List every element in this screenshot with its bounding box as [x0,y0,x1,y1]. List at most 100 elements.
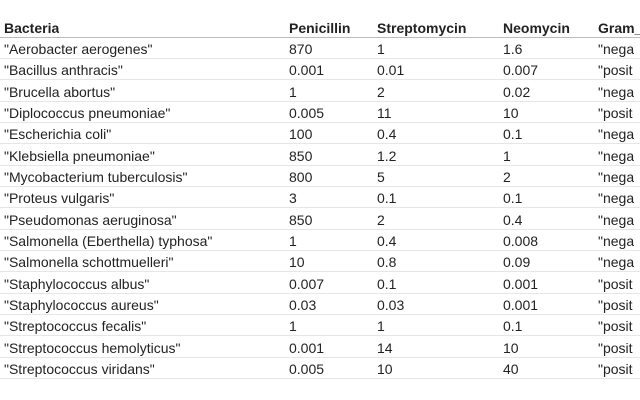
table-cell: 1.6 [503,41,523,57]
table-cell: 0.8 [377,254,397,271]
table-cell: "Escherichia coli" [4,126,112,143]
table-cell: "nega [598,211,635,228]
table-cell: 0.1 [503,190,523,207]
table-cell: 0.03 [377,296,405,313]
table-cell: "Pseudomonas aeruginosa" [4,211,177,228]
table-cell: 800 [289,168,313,185]
table-cell: 0.03 [289,296,317,313]
table-cell: "Streptococcus fecalis" [4,318,147,335]
table-cell: "Brucella abortus" [4,83,116,100]
table-cell: 0.001 [289,62,325,79]
table-row: "Aerobacter aerogenes" 870 1 1.6 "nega [0,38,640,59]
table-cell: 0.09 [503,254,531,271]
table-cell: "posit [598,318,633,335]
table-cell: 1 [503,147,511,164]
table-cell: 0.4 [377,126,397,143]
table-cell: "Streptococcus hemolyticus" [4,339,181,356]
table-cell: 850 [289,147,313,164]
table-cell: "posit [598,275,633,292]
table-cell: 1 [377,41,385,57]
table-cell: "Staphylococcus aureus" [4,296,159,313]
table-cell: "nega [598,126,635,143]
table-cell: "nega [598,190,635,207]
table-cell: 10 [377,360,393,377]
table-row: "Streptococcus hemolyticus" 0.001 14 10 "pos… [0,337,640,358]
table-cell: "Salmonella (Eberthella) typhosa" [4,232,213,249]
table-cell: 3 [289,190,297,207]
table-cell: "Aerobacter aerogenes" [4,41,153,57]
table-cell: "nega [598,83,635,100]
table-row: "Diplococcus pneumoniae" 0.005 11 10 "posit [0,102,640,123]
table-row: "Bacillus anthracis" 0.001 0.01 0.007 "posit [0,59,640,81]
table-row: "Brucella abortus" 1 2 0.02 "nega [0,81,640,102]
table-cell: "nega [598,168,635,185]
table-row: "Streptococcus fecalis" 1 1 0.1 "posit [0,315,640,337]
table-cell: 0.005 [289,360,325,377]
table-row: "Mycobacterium tuberculosis" 800 5 2 "nega [0,166,640,187]
table-cell: "Staphylococcus albus" [4,275,150,292]
table-cell: 0.001 [503,275,539,292]
table-cell: 0.4 [377,232,397,249]
table-cell: 10 [503,339,519,356]
table-cell: 1 [377,318,385,335]
table-cell: "nega [598,232,635,249]
table-cell: 10 [289,254,305,271]
table-cell: "nega [598,41,635,57]
table-cell: 1 [289,83,297,100]
header-cell: Streptomycin [377,20,467,36]
table-row: "Salmonella schottmuelleri" 10 0.8 0.09 "neg… [0,251,640,273]
table-row: "Staphylococcus aureus" 0.03 0.03 0.001 "pos… [0,294,640,315]
table-cell: 40 [503,360,519,377]
table-cell: 0.01 [377,62,405,79]
table-cell: 0.1 [377,275,397,292]
table-row: "Streptococcus viridans" 0.005 10 40 "posit [0,358,640,379]
header-cell: Neomycin [503,20,570,36]
table-cell: "Diplococcus pneumoniae" [4,104,171,121]
table-cell: 870 [289,41,313,57]
table-cell: "Klebsiella pneumoniae" [4,147,155,164]
table-cell: 5 [377,168,385,185]
table-cell: 0.008 [503,232,539,249]
table-cell: 0.4 [503,211,523,228]
table-row: "Proteus vulgaris" 3 0.1 0.1 "nega [0,187,640,209]
table-cell: "Salmonella schottmuelleri" [4,254,174,271]
table-cell: 2 [503,168,511,185]
header-cell: Penicillin [289,20,351,36]
header-row: Bacteria Penicillin Streptomycin Neomycin Gr… [0,17,640,38]
table-cell: 0.001 [289,339,325,356]
table-cell: 0.005 [289,104,325,121]
table-row: "Salmonella (Eberthella) typhosa" 1 0.4 0.0… [0,230,640,251]
table-cell: 1 [289,232,297,249]
table-cell: 1 [289,318,297,335]
table-cell: "posit [598,296,633,313]
table-cell: 10 [503,104,519,121]
header-cell: Gram_ [598,20,640,36]
table-cell: 100 [289,126,313,143]
table-cell: "Proteus vulgaris" [4,190,115,207]
table-cell: "posit [598,360,633,377]
table-cell: "Bacillus anthracis" [4,62,123,79]
table-cell: 0.1 [377,190,397,207]
table-cell: "Mycobacterium tuberculosis" [4,168,188,185]
table-cell: 0.007 [289,275,325,292]
table-cell: 0.007 [503,62,539,79]
table-cell: 0.02 [503,83,531,100]
table-cell: "posit [598,62,633,79]
table-cell: "Streptococcus viridans" [4,360,155,377]
table-cell: 0.1 [503,318,523,335]
table-cell: 0.1 [503,126,523,143]
table-cell: 2 [377,211,385,228]
table-row: "Escherichia coli" 100 0.4 0.1 "nega [0,123,640,145]
table-cell: 11 [377,104,392,121]
table-cell: "posit [598,339,633,356]
header-cell: Bacteria [4,20,60,36]
table-cell: 850 [289,211,313,228]
table-cell: 2 [377,83,385,100]
table-cell: 14 [377,339,393,356]
table-cell: 0.001 [503,296,539,313]
table-row: "Klebsiella pneumoniae" 850 1.2 1 "nega [0,145,640,166]
table-cell: "nega [598,147,635,164]
table-cell: "nega [598,254,635,271]
table-row: "Pseudomonas aeruginosa" 850 2 0.4 "nega [0,209,640,230]
